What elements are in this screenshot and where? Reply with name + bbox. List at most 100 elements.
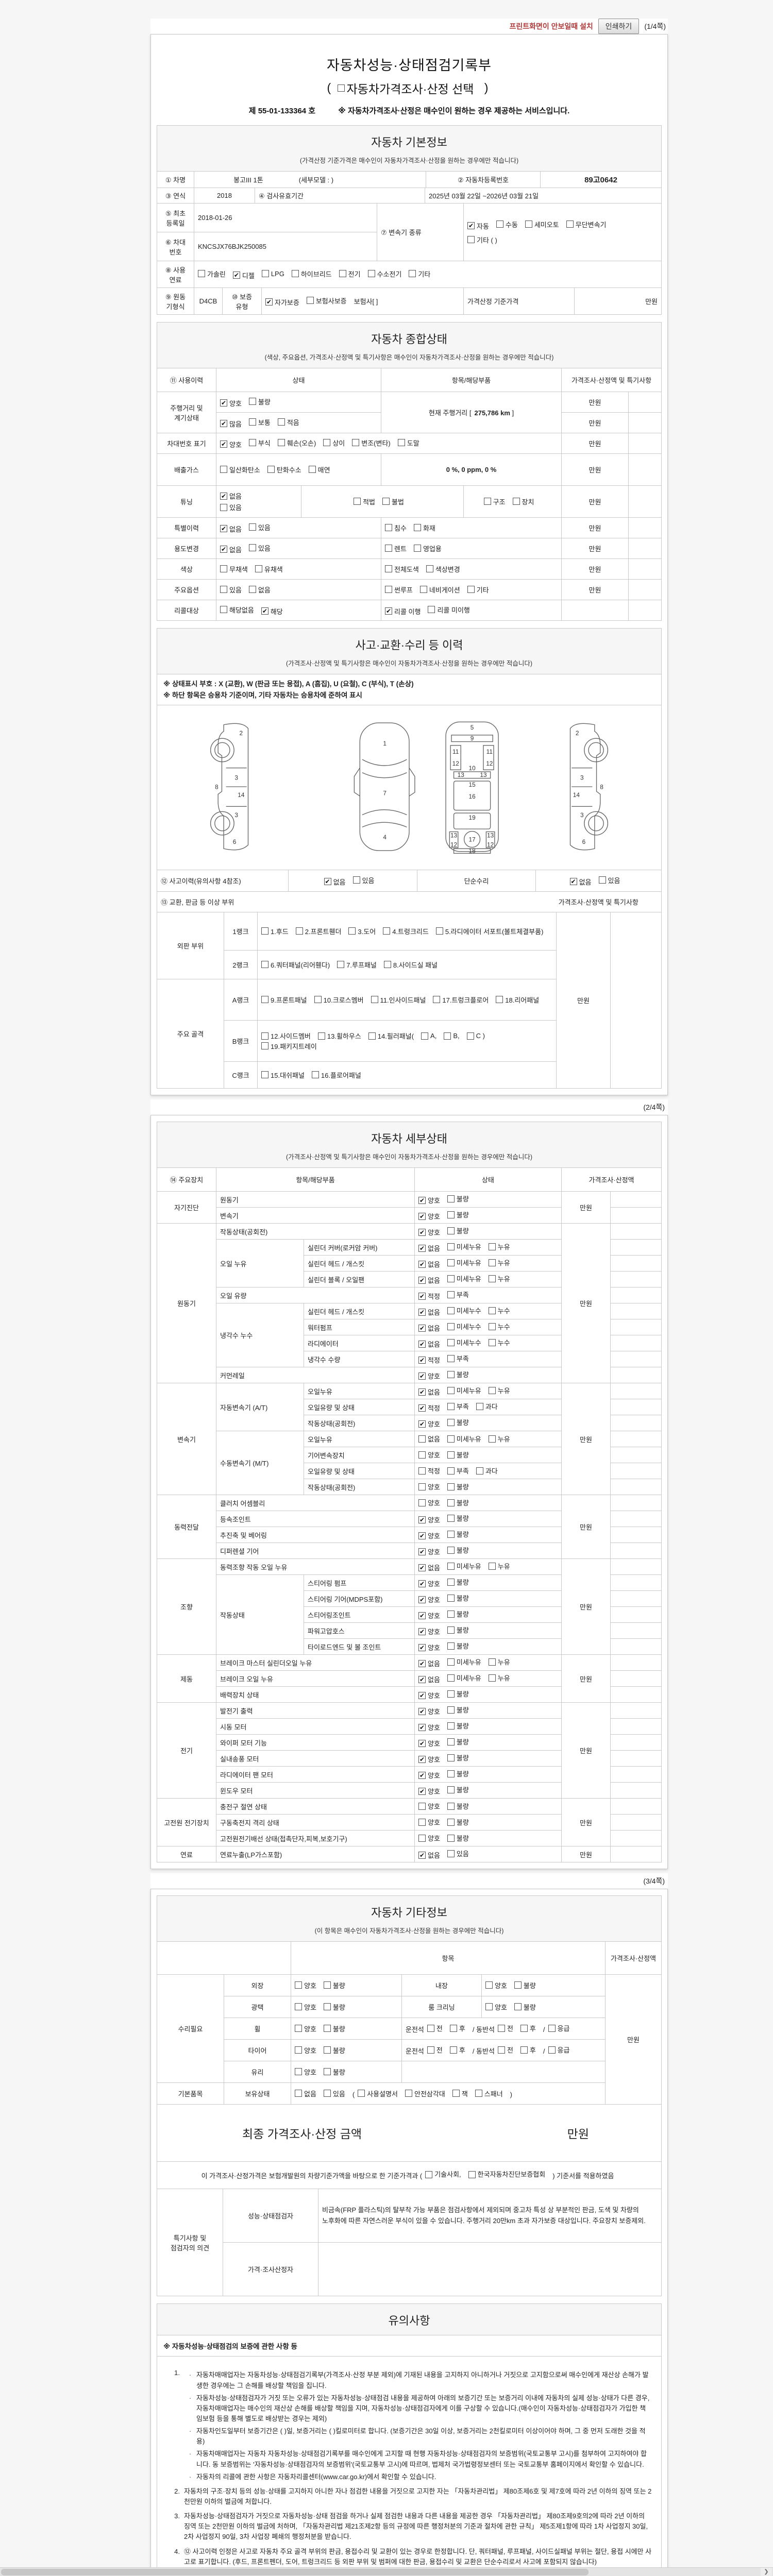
checkbox-option[interactable]: 세미오토 [525, 219, 559, 229]
checkbox-option[interactable]: 있음 [220, 585, 242, 595]
checkbox-option[interactable]: 11.인사이드패널 [371, 995, 426, 1005]
checkbox-option[interactable]: ✔ 없음 [418, 1324, 440, 1333]
checkbox-option[interactable]: 있음 [248, 522, 271, 532]
checkbox-option[interactable]: 후 [449, 2023, 465, 2033]
checkbox-option[interactable]: 침수 [385, 523, 407, 533]
checkbox-option[interactable]: ✔ 없음 [569, 878, 592, 886]
checkbox-option[interactable]: 무단변속기 [566, 219, 607, 229]
checkbox-option[interactable]: 불량 [323, 2002, 345, 2012]
checkbox-option[interactable]: 전 [427, 2023, 443, 2033]
checkbox-option[interactable]: 매연 [308, 465, 330, 474]
checkbox-option[interactable]: 응급 [548, 2023, 569, 2033]
checkbox-option[interactable]: 양호 [295, 2067, 316, 2077]
print-button[interactable]: 인쇄하기 [598, 19, 640, 34]
checkbox-option[interactable]: 불량 [447, 1577, 469, 1587]
checkbox-option[interactable]: 불량 [447, 1417, 469, 1427]
checkbox-option[interactable]: ✔ 양호 [418, 1196, 440, 1205]
checkbox-option[interactable]: 불량 [447, 1482, 469, 1492]
checkbox-option[interactable]: ✔ 없음 [220, 546, 242, 554]
checkbox-option[interactable]: 불량 [447, 1513, 469, 1523]
checkbox-option[interactable]: 14.필러패널( [368, 1031, 414, 1041]
checkbox-option[interactable]: 미세누유 [447, 1385, 481, 1395]
checkbox-option[interactable]: 불량 [447, 1194, 469, 1204]
checkbox-option[interactable]: ✔ 양호 [418, 1516, 440, 1524]
checkbox-option[interactable]: 불량 [447, 1545, 469, 1555]
checkbox-option[interactable]: 사용설명서 [358, 2089, 398, 2098]
checkbox-option[interactable]: 부족 [447, 1353, 469, 1363]
checkbox-option[interactable]: 없음 [418, 1434, 440, 1444]
checkbox-option[interactable]: ✔ 없음 [418, 1260, 440, 1269]
checkbox-option[interactable]: 전 [497, 2023, 513, 2033]
checkbox-option[interactable]: 4.트렁크리드 [383, 926, 429, 936]
checkbox-option[interactable]: 미세누유 [447, 1434, 481, 1444]
checkbox-option[interactable]: 불량 [447, 1817, 469, 1827]
checkbox-option[interactable]: ✔ 없음 [418, 1564, 440, 1572]
checkbox-option[interactable]: LPG [261, 270, 284, 278]
checkbox-option[interactable]: 3.도어 [348, 926, 376, 936]
checkbox-option[interactable]: 불량 [447, 1753, 469, 1762]
checkbox-option[interactable]: 양호 [418, 1482, 440, 1492]
checkbox-option[interactable]: 9.프론트패널 [261, 995, 307, 1005]
checkbox-option[interactable]: 불량 [447, 1226, 469, 1235]
checkbox-option[interactable]: 불량 [323, 2024, 345, 2033]
checkbox-option[interactable]: ✔ 양호 [418, 1643, 440, 1652]
checkbox-option[interactable]: 17.트렁크플로어 [433, 995, 489, 1005]
checkbox-option[interactable]: ✔ 없음 [418, 1244, 440, 1253]
checkbox-option[interactable]: 양호 [418, 1498, 440, 1507]
checkbox-option[interactable]: 불량 [323, 2067, 345, 2077]
checkbox-option[interactable]: 양호 [418, 1833, 440, 1843]
checkbox-option[interactable]: ✔ 양호 [418, 1707, 440, 1716]
checkbox-option[interactable]: 불량 [447, 1769, 469, 1778]
checkbox-option[interactable]: A, [421, 1032, 436, 1040]
checkbox-option[interactable]: 유채색 [255, 564, 283, 574]
checkbox-option[interactable]: 16.플로어패널 [311, 1070, 361, 1080]
checkbox-option[interactable]: ✔ 리콜 이행 [385, 607, 421, 616]
checkbox-option[interactable]: B, [444, 1032, 460, 1040]
checkbox-option[interactable]: 미세누유 [447, 1242, 481, 1251]
checkbox-option[interactable]: 불량 [447, 1721, 469, 1731]
checkbox-option[interactable]: 불량 [447, 1801, 469, 1811]
checkbox-option[interactable]: 불량 [447, 1210, 469, 1219]
checkbox-option[interactable]: 미세누유 [447, 1657, 481, 1667]
checkbox-option[interactable]: 무채색 [220, 564, 248, 574]
checkbox-option[interactable]: 누유 [488, 1561, 510, 1571]
checkbox-option[interactable]: 5.라디에이터 서포트(볼트체결부품) [435, 926, 543, 936]
checkbox-option[interactable]: ✔ 양호 [418, 1532, 440, 1540]
checkbox-option[interactable]: ✔ 양호 [418, 1580, 440, 1588]
checkbox-option[interactable]: ✔ 디젤 [232, 272, 255, 280]
checkbox-option[interactable]: 부식 [248, 438, 271, 448]
checkbox-option[interactable]: 수소전기 [367, 269, 401, 279]
checkbox-option[interactable]: 안전삼각대 [405, 2089, 445, 2098]
checkbox-option[interactable]: 불량 [447, 1498, 469, 1507]
checkbox-option[interactable]: ✔ 양호 [418, 1212, 440, 1221]
checkbox-option[interactable]: 후 [520, 2045, 536, 2055]
checkbox-option[interactable]: 불량 [447, 1450, 469, 1460]
checkbox-option[interactable]: 18.리어패널 [496, 995, 539, 1005]
checkbox-option[interactable]: 부족 [447, 1401, 469, 1411]
checkbox-option[interactable]: ✔ 양호 [418, 1628, 440, 1636]
checkbox-option[interactable]: ✔ 없음 [418, 1388, 440, 1397]
checkbox-option[interactable]: 누유 [488, 1657, 510, 1667]
checkbox-option[interactable]: 색상변경 [426, 564, 460, 574]
checkbox-option[interactable]: 후 [520, 2023, 536, 2033]
checkbox-option[interactable]: 불량 [447, 1833, 469, 1843]
checkbox-option[interactable]: 누유 [488, 1673, 510, 1683]
checkbox-option[interactable]: 1.후드 [261, 926, 289, 936]
checkbox-option[interactable]: 적정 [418, 1466, 440, 1476]
checkbox-option[interactable]: 도말 [397, 438, 419, 448]
checkbox-option[interactable]: ✔ 적정 [418, 1404, 440, 1413]
checkbox-option[interactable]: 전체도색 [385, 564, 419, 574]
checkbox-option[interactable]: 보험사보증 [306, 296, 347, 306]
checkbox-option[interactable]: 미세누유 [447, 1274, 481, 1283]
checkbox-option[interactable]: 미세누유 [447, 1561, 481, 1571]
checkbox-option[interactable]: 양호 [485, 1980, 507, 1990]
checkbox-option[interactable]: 10.크로스멤버 [314, 995, 364, 1005]
checkbox-option[interactable]: 렌트 [385, 544, 407, 553]
checkbox-option[interactable]: ✔ 없음 [418, 1659, 440, 1668]
checkbox-option[interactable]: 불량 [323, 2045, 345, 2055]
checkbox-option[interactable]: 양호 [295, 2024, 316, 2033]
checkbox-option[interactable]: 과다 [476, 1401, 498, 1411]
checkbox-option[interactable]: 누수 [488, 1321, 510, 1331]
checkbox-option[interactable]: 15.대쉬패널 [261, 1070, 305, 1080]
checkbox-option[interactable]: 기타 [409, 269, 430, 279]
